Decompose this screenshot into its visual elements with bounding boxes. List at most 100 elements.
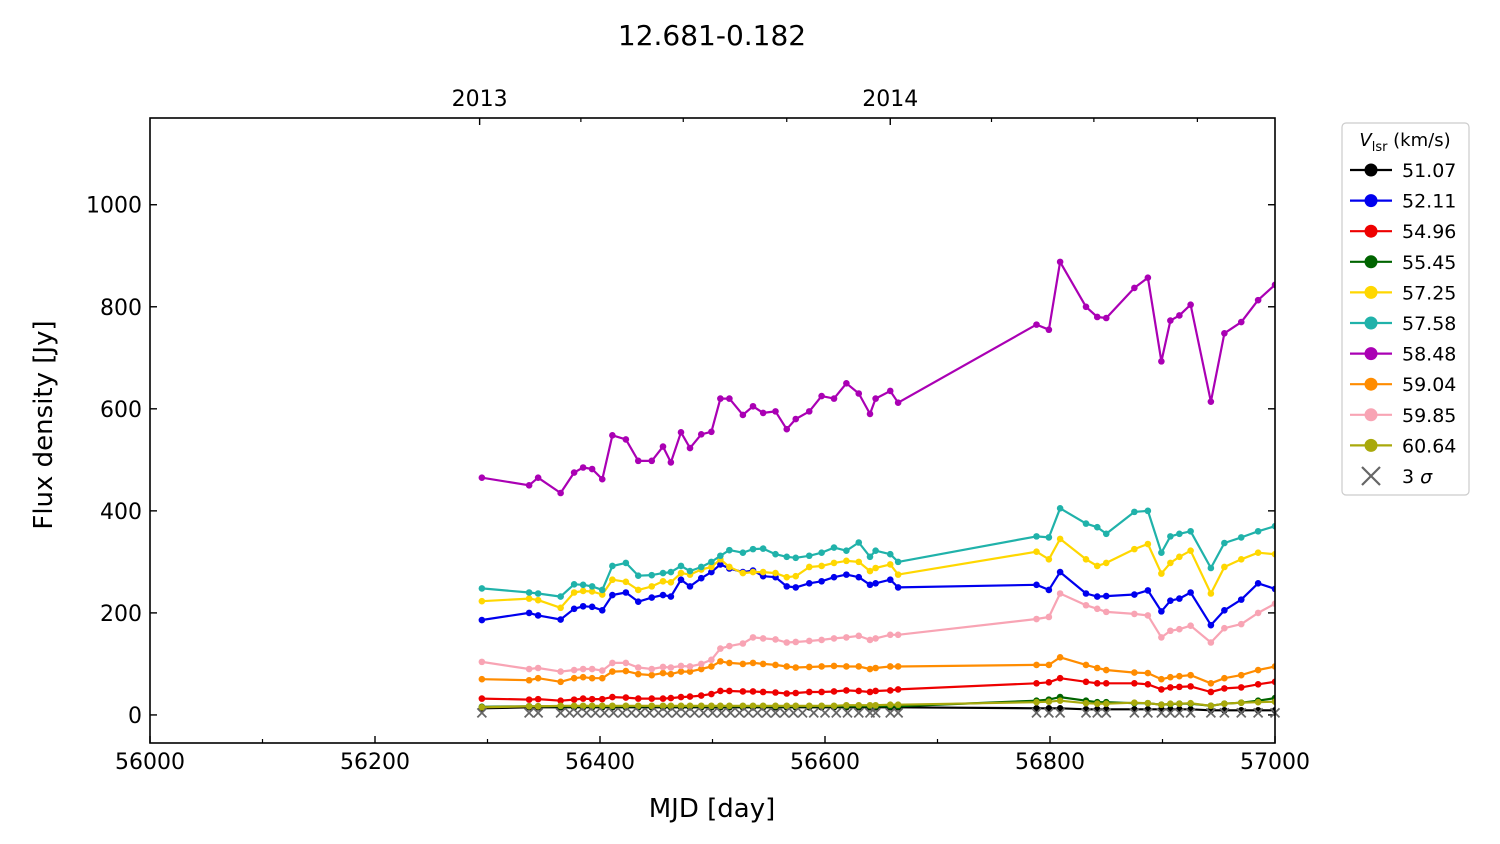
data-point: [1167, 597, 1174, 604]
data-point: [1093, 605, 1101, 613]
legend-marker: [1364, 438, 1378, 452]
data-point: [1102, 700, 1110, 708]
data-point: [830, 702, 838, 710]
sigma-marker: [770, 707, 781, 719]
data-point: [598, 667, 606, 674]
y-tick-label: 200: [100, 602, 142, 627]
data-point: [855, 573, 863, 581]
data-point: [588, 603, 596, 611]
data-point: [843, 380, 850, 387]
data-point: [534, 674, 542, 682]
data-point: [886, 663, 894, 670]
data-point: [1176, 625, 1183, 633]
data-point: [759, 660, 767, 668]
data-point: [677, 702, 685, 710]
data-point: [805, 552, 813, 560]
series-layer: [478, 258, 1275, 714]
data-point: [772, 661, 779, 669]
data-point: [805, 580, 813, 587]
data-point: [598, 591, 606, 598]
data-point: [1237, 534, 1245, 541]
data-point: [1056, 697, 1064, 704]
x-tick-label: 57000: [1240, 750, 1310, 775]
data-point: [1158, 549, 1165, 556]
data-point: [1033, 533, 1040, 540]
data-point: [1158, 675, 1165, 683]
data-point: [667, 593, 675, 600]
data-point: [1167, 673, 1174, 681]
data-point: [686, 663, 694, 670]
data-point: [570, 469, 578, 476]
data-point: [1158, 701, 1165, 709]
chart-title: 12.681-0.182: [618, 19, 806, 52]
sigma-marker: [761, 707, 772, 719]
data-point: [677, 693, 685, 701]
y-tick-label: 800: [100, 296, 142, 321]
data-point: [717, 702, 724, 710]
data-point: [1176, 530, 1183, 538]
sigma-marker: [779, 707, 790, 719]
sigma-marker: [564, 707, 575, 719]
data-point: [708, 690, 715, 698]
data-point: [677, 569, 685, 577]
data-point: [1045, 678, 1053, 686]
data-point: [1167, 317, 1174, 324]
data-point: [659, 663, 667, 671]
data-point: [772, 689, 779, 696]
data-point: [855, 390, 863, 397]
data-point: [1144, 587, 1152, 594]
data-point: [792, 584, 800, 591]
y-tick-label: 0: [128, 704, 142, 729]
sigma-marker: [599, 707, 610, 719]
data-point: [1187, 622, 1194, 629]
data-point: [818, 663, 825, 670]
sigma-marker: [1092, 707, 1103, 719]
data-point: [759, 568, 767, 576]
data-point: [739, 549, 747, 556]
data-point: [708, 663, 715, 670]
sigma-marker: [831, 707, 842, 719]
data-point: [579, 587, 587, 595]
data-point: [579, 602, 587, 610]
data-point: [609, 562, 616, 570]
data-point: [478, 658, 486, 666]
y-tick-label: 1000: [86, 194, 142, 219]
sigma-marker: [716, 707, 727, 719]
sigma-marker: [1252, 707, 1264, 719]
data-point: [1207, 564, 1215, 572]
data-point: [634, 572, 642, 579]
data-point: [872, 395, 879, 402]
data-point: [783, 573, 791, 581]
data-point: [894, 399, 902, 406]
legend-item: 54.96: [1350, 221, 1456, 243]
legend-label: 54.96: [1402, 221, 1456, 243]
data-point: [818, 392, 825, 400]
data-point: [843, 634, 850, 641]
data-point: [886, 561, 894, 568]
data-point: [1254, 296, 1262, 304]
data-point: [872, 701, 879, 709]
data-point: [1102, 314, 1110, 322]
data-point: [1093, 664, 1101, 672]
data-point: [783, 425, 791, 433]
data-point: [818, 577, 825, 585]
data-point: [622, 436, 630, 443]
data-point: [1158, 608, 1165, 615]
data-point: [588, 695, 596, 703]
data-point: [1093, 562, 1101, 570]
data-point: [1237, 684, 1245, 691]
data-point: [1045, 556, 1053, 563]
data-point: [598, 702, 606, 710]
data-point: [1144, 681, 1152, 688]
data-point: [667, 702, 675, 710]
sigma-marker: [1043, 707, 1055, 719]
data-point: [792, 689, 800, 697]
data-point: [830, 559, 838, 567]
series-line: [481, 563, 1275, 627]
data-point: [1131, 669, 1138, 676]
data-point: [739, 640, 747, 647]
data-point: [783, 583, 791, 590]
data-point: [1056, 705, 1064, 712]
sigma-marker: [743, 707, 754, 719]
data-point: [783, 639, 791, 646]
